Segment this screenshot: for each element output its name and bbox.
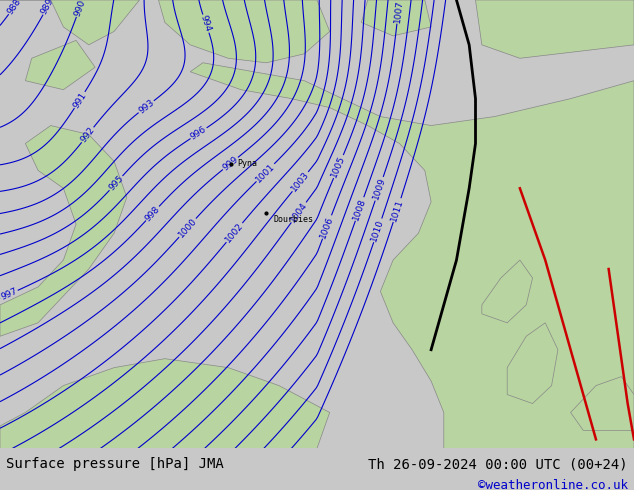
Polygon shape [0,125,127,336]
Polygon shape [361,0,431,36]
Text: Th 26-09-2024 00:00 UTC (00+24): Th 26-09-2024 00:00 UTC (00+24) [368,457,628,471]
Polygon shape [190,63,634,448]
Polygon shape [571,377,634,430]
Text: 992: 992 [79,125,96,145]
Text: 1008: 1008 [351,196,368,221]
Text: 1006: 1006 [319,215,335,239]
Text: 1009: 1009 [372,176,387,201]
Text: 997: 997 [0,287,18,302]
Text: 1007: 1007 [392,0,404,23]
Text: Pуna: Pуna [238,159,258,168]
Text: 993: 993 [136,98,156,116]
Text: 994: 994 [199,14,213,33]
Text: 999: 999 [221,154,240,172]
Text: ©weatheronline.co.uk: ©weatheronline.co.uk [477,479,628,490]
Text: 1011: 1011 [389,198,405,222]
Text: 1005: 1005 [330,154,347,179]
Text: 996: 996 [189,125,209,142]
Text: 1003: 1003 [290,170,311,194]
Polygon shape [0,359,330,448]
Text: 1001: 1001 [254,161,276,184]
Polygon shape [158,0,330,63]
Text: Dourbies: Dourbies [274,215,314,224]
Text: 998: 998 [143,204,162,223]
Text: 1010: 1010 [370,218,385,243]
Text: 991: 991 [71,90,88,110]
Text: Surface pressure [hPa] JMA: Surface pressure [hPa] JMA [6,457,224,471]
Polygon shape [507,323,558,404]
Polygon shape [0,0,139,45]
Text: 989: 989 [40,0,56,16]
Polygon shape [482,260,533,323]
Polygon shape [476,0,634,58]
Text: 990: 990 [72,0,87,18]
Text: 1000: 1000 [176,216,198,239]
Text: 1002: 1002 [224,221,245,245]
Text: 995: 995 [107,174,125,193]
Text: 988: 988 [6,0,23,16]
Text: 1004: 1004 [288,200,309,224]
Polygon shape [25,40,95,90]
